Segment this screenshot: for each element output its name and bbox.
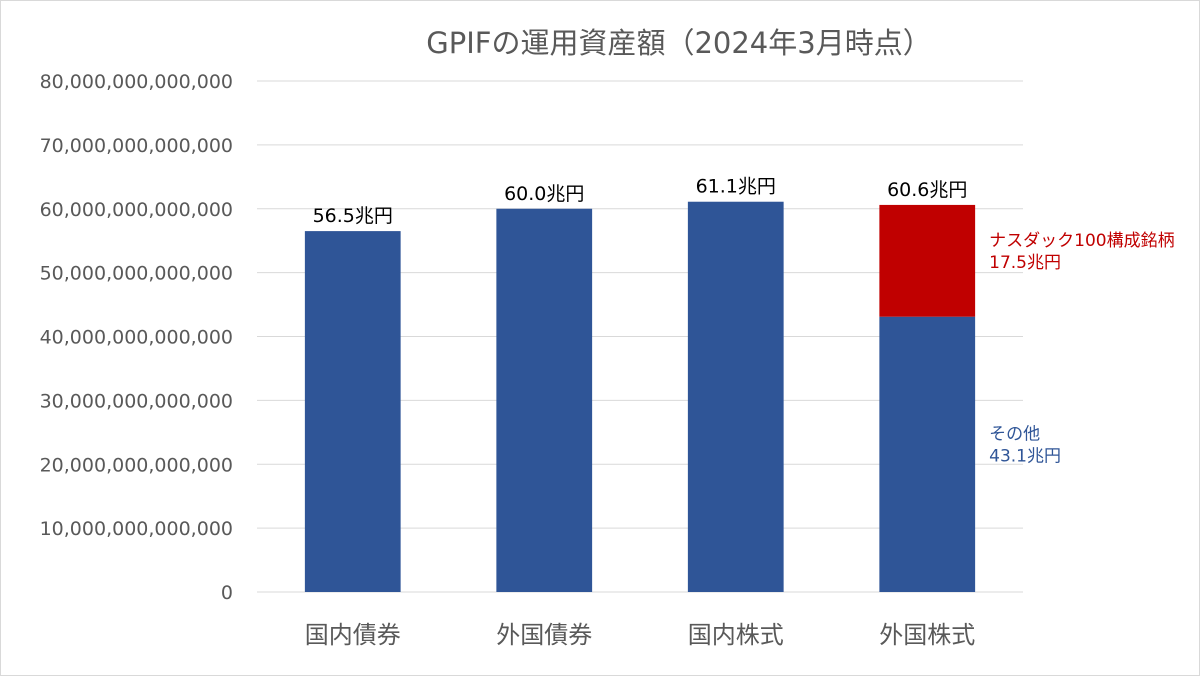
annotation-label: 43.1兆円	[989, 446, 1061, 466]
bars	[304, 201, 976, 592]
y-axis-ticks: 0 10,000,000,000,000 20,000,000,000,000 30,…	[40, 71, 233, 604]
y-tick-label: 30,000,000,000,000	[40, 390, 233, 412]
data-label: 61.1兆円	[696, 176, 776, 198]
annotation-label: 17.5兆円	[989, 253, 1061, 273]
y-tick-label: 70,000,000,000,000	[40, 135, 233, 157]
y-tick-label: 50,000,000,000,000	[40, 263, 233, 285]
bar-segment	[304, 231, 401, 592]
bar-segment	[879, 204, 976, 317]
y-tick-label: 40,000,000,000,000	[40, 327, 233, 349]
y-tick-label: 60,000,000,000,000	[40, 199, 233, 221]
data-labels: 56.5兆円 60.0兆円 61.1兆円 60.6兆円	[313, 176, 968, 227]
bar-segment	[879, 316, 976, 592]
data-label: 56.5兆円	[313, 205, 393, 227]
x-tick-label: 国内株式	[688, 621, 784, 649]
x-axis-ticks: 国内債券 外国債券 国内株式 外国株式	[305, 621, 976, 649]
y-tick-label: 20,000,000,000,000	[40, 454, 233, 476]
chart-title: GPIFの運用資産額（2024年3月時点）	[426, 26, 931, 60]
annotation-label: その他	[989, 424, 1040, 444]
y-tick-label: 80,000,000,000,000	[40, 71, 233, 93]
y-tick-label: 0	[221, 582, 233, 604]
x-tick-label: 国内債券	[305, 621, 401, 649]
data-label: 60.0兆円	[504, 183, 584, 205]
bar-segment	[496, 208, 593, 592]
x-tick-label: 外国株式	[879, 621, 975, 649]
data-label: 60.6兆円	[887, 179, 967, 201]
annotation-label: ナスダック100構成銘柄	[989, 231, 1174, 251]
bar-segment	[687, 201, 784, 592]
x-tick-label: 外国債券	[496, 621, 592, 649]
y-tick-label: 10,000,000,000,000	[40, 518, 233, 540]
